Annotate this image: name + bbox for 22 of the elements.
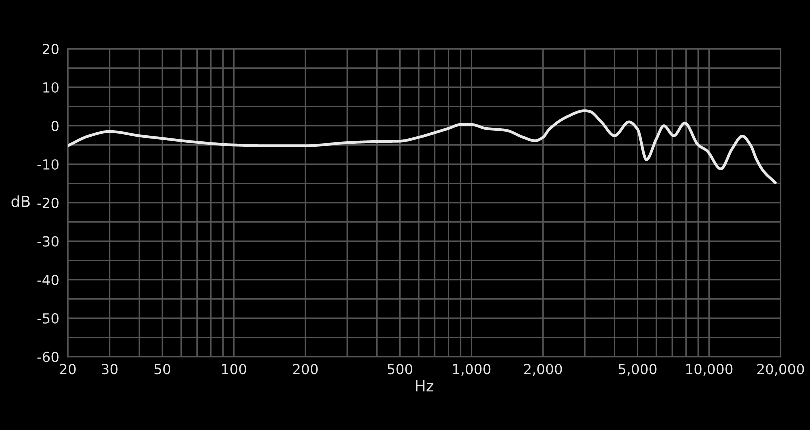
y-tick-label: -60 — [38, 352, 59, 362]
y-tick-label: -50 — [38, 313, 59, 324]
y-tick-label: -10 — [38, 159, 59, 170]
x-tick-label: 20 — [60, 364, 76, 375]
y-axis-title: dB — [12, 196, 30, 208]
y-tick-label: -30 — [38, 236, 59, 247]
x-tick-label: 500 — [388, 364, 413, 375]
y-tick-label: 20 — [43, 44, 59, 54]
x-tick-label: 30 — [102, 364, 118, 375]
x-axis-title: Hz — [416, 380, 434, 392]
y-tick-label: 10 — [44, 82, 59, 93]
x-tick-label: 10,000 — [686, 364, 733, 376]
x-tick-label: 200 — [293, 364, 318, 375]
x-tick-label: 20,000 — [758, 364, 804, 376]
x-tick-label: 2,000 — [524, 364, 562, 376]
x-tick-label: 50 — [154, 364, 171, 375]
x-tick-label: 100 — [222, 364, 246, 375]
x-tick-label: 1,000 — [453, 364, 491, 376]
x-tick-label: 5,000 — [618, 364, 657, 376]
y-tick-label: 0 — [52, 120, 59, 132]
y-tick-label: -20 — [38, 198, 59, 208]
y-tick-label: -40 — [38, 274, 59, 286]
